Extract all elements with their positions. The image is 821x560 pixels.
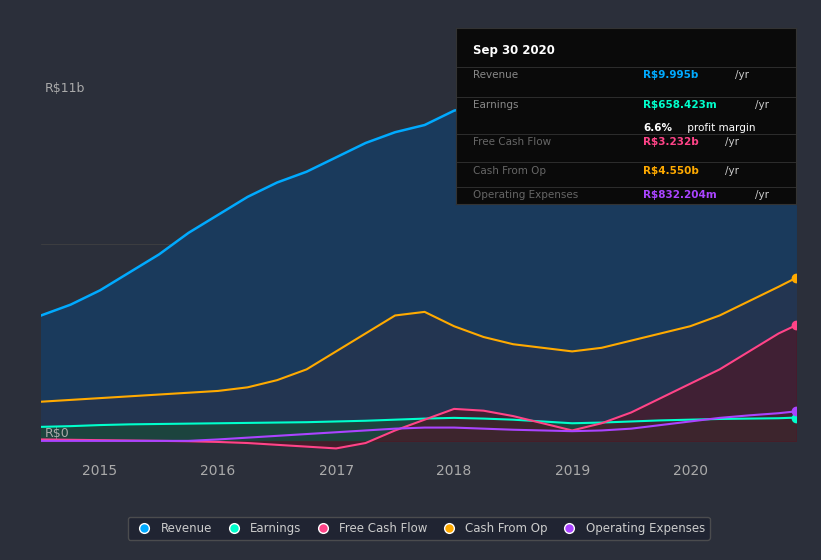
- Text: R$11b: R$11b: [45, 82, 85, 95]
- Text: R$3.232b: R$3.232b: [643, 137, 699, 147]
- Text: R$4.550b: R$4.550b: [643, 166, 699, 176]
- Text: Revenue: Revenue: [473, 71, 518, 80]
- Text: /yr: /yr: [735, 71, 749, 80]
- Text: 6.6%: 6.6%: [643, 123, 672, 133]
- Text: /yr: /yr: [725, 166, 739, 176]
- Text: Earnings: Earnings: [473, 100, 518, 110]
- Text: R$0: R$0: [45, 427, 70, 440]
- Text: Operating Expenses: Operating Expenses: [473, 190, 578, 200]
- Text: R$832.204m: R$832.204m: [643, 190, 717, 200]
- Text: /yr: /yr: [725, 137, 739, 147]
- Text: R$658.423m: R$658.423m: [643, 100, 717, 110]
- Text: profit margin: profit margin: [684, 123, 755, 133]
- Text: Sep 30 2020: Sep 30 2020: [473, 44, 554, 57]
- Text: R$9.995b: R$9.995b: [643, 71, 699, 80]
- Legend: Revenue, Earnings, Free Cash Flow, Cash From Op, Operating Expenses: Revenue, Earnings, Free Cash Flow, Cash …: [128, 517, 709, 539]
- Text: Free Cash Flow: Free Cash Flow: [473, 137, 551, 147]
- Text: Cash From Op: Cash From Op: [473, 166, 546, 176]
- Text: /yr: /yr: [755, 190, 769, 200]
- Text: /yr: /yr: [755, 100, 769, 110]
